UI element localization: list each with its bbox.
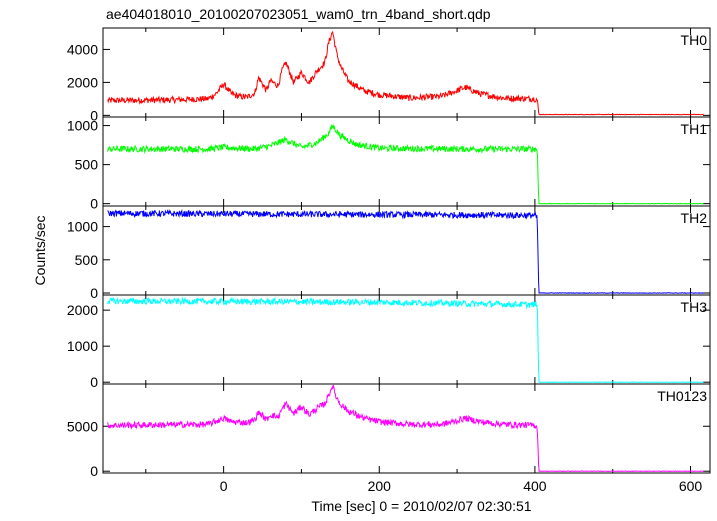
y-tick-label: 0 (90, 107, 98, 123)
panel-label-th0123: TH0123 (657, 388, 707, 404)
y-tick-label: 1000 (67, 338, 98, 354)
y-tick-label: 0 (90, 285, 98, 301)
panel-label-th2: TH2 (681, 210, 708, 226)
panel-label-th3: TH3 (681, 299, 708, 315)
panel-frame-th0123 (102, 383, 711, 474)
y-tick-label: 2000 (67, 302, 98, 318)
panel-label-th1: TH1 (681, 121, 708, 137)
y-tick-label: 0 (90, 196, 98, 212)
x-tick-label: 200 (368, 478, 392, 494)
panel-label-th0: TH0 (681, 32, 708, 48)
y-tick-label: 500 (75, 252, 99, 268)
panel-frame-th0 (102, 27, 711, 118)
series-line-th0123 (107, 384, 704, 473)
chart-title: ae404018010_20100207023051_wam0_trn_4ban… (106, 6, 491, 22)
y-tick-label: 0 (90, 374, 98, 390)
x-tick-label: 0 (220, 478, 228, 494)
y-tick-label: 1000 (67, 219, 98, 235)
panel-frame-th3 (102, 294, 711, 385)
y-axis-label: Counts/sec (32, 215, 48, 285)
y-tick-label: 1000 (67, 118, 98, 134)
x-tick-label: 600 (679, 478, 703, 494)
series-line-th0 (107, 30, 704, 116)
x-axis-label: Time [sec] 0 = 2010/02/07 02:30:51 (311, 498, 531, 514)
y-tick-label: 500 (75, 157, 99, 173)
series-line-th3 (107, 296, 704, 384)
x-tick-label: 400 (523, 478, 547, 494)
series-line-th2 (107, 208, 704, 294)
panel-frame-th1 (102, 116, 711, 207)
y-tick-label: 0 (90, 463, 98, 479)
y-tick-label: 5000 (67, 418, 98, 434)
y-tick-label: 2000 (67, 74, 98, 90)
y-tick-label: 4000 (67, 41, 98, 57)
panel-frame-th2 (102, 205, 711, 296)
series-line-th1 (107, 123, 704, 205)
